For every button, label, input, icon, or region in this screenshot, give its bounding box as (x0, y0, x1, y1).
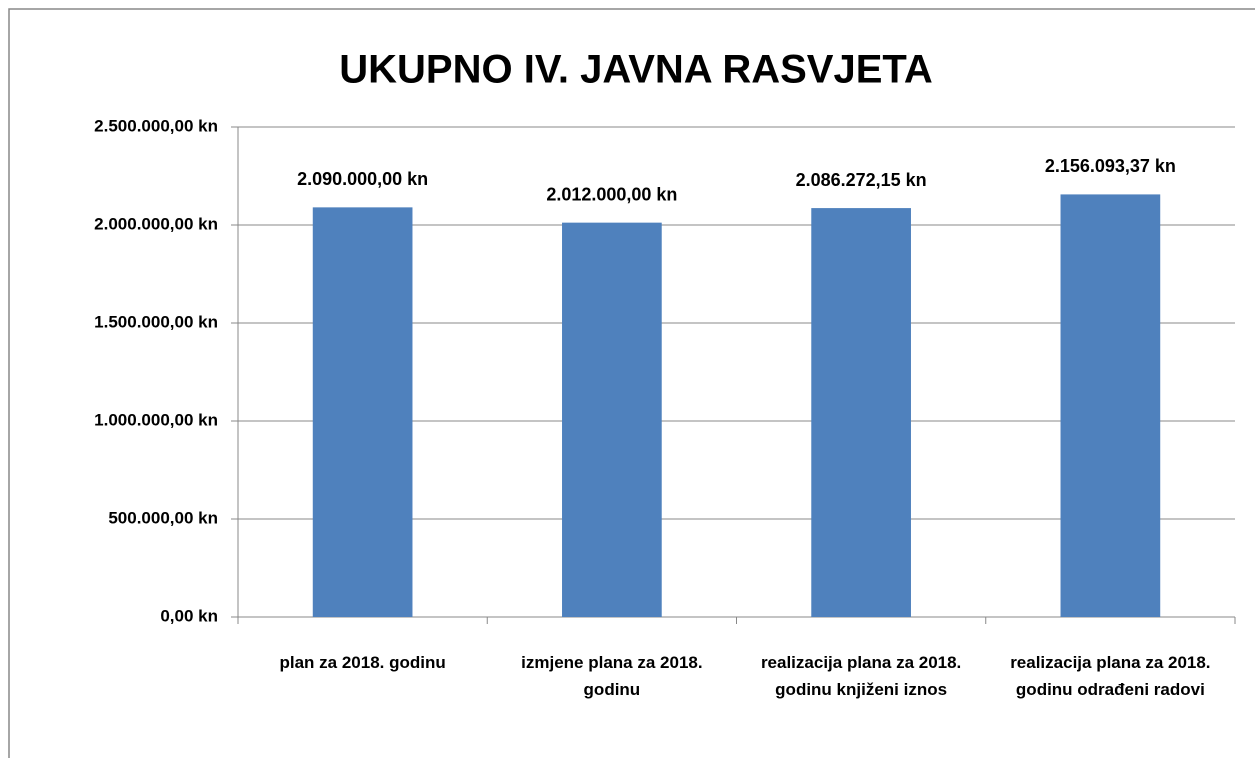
x-tick-label: plan za 2018. godinu (279, 653, 446, 672)
y-tick-label: 2.500.000,00 kn (94, 116, 218, 135)
value-label: 2.090.000,00 kn (297, 169, 428, 189)
y-tick-label: 1.500.000,00 kn (94, 312, 218, 331)
x-tick-label: realizacija plana za 2018. godinu odrađe… (1010, 653, 1211, 699)
value-label: 2.086.272,15 kn (796, 170, 927, 190)
bar (312, 207, 413, 618)
chart-frame (8, 8, 1255, 758)
y-tick-label: 500.000,00 kn (108, 508, 218, 527)
bar (811, 208, 911, 618)
value-label: 2.012.000,00 kn (546, 184, 677, 204)
y-tick-label: 0,00 kn (160, 606, 218, 625)
y-tick-label: 2.000.000,00 kn (94, 214, 218, 233)
x-tick-label: realizacija plana za 2018. godinu knjiže… (760, 653, 962, 699)
bar (1060, 194, 1161, 617)
bar (562, 222, 662, 617)
value-label: 2.156.093,37 kn (1045, 156, 1176, 176)
chart-title: UKUPNO IV. JAVNA RASVJETA (339, 48, 932, 92)
y-tick-label: 1.000.000,00 kn (94, 410, 218, 429)
x-tick-label: izmjene plana za 2018. godinu (521, 653, 703, 699)
